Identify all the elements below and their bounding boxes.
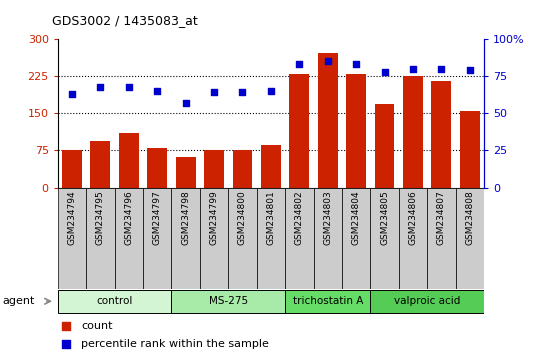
Text: GSM234803: GSM234803	[323, 191, 332, 245]
Text: count: count	[81, 321, 113, 331]
Point	[238, 90, 247, 95]
Bar	[460, 111, 480, 188]
Bar	[119, 133, 139, 188]
Bar	[172, 188, 200, 289]
Point	[380, 69, 389, 74]
Text: control: control	[96, 296, 133, 306]
Text: GSM234796: GSM234796	[124, 191, 133, 245]
Point	[295, 61, 304, 67]
Text: GSM234805: GSM234805	[380, 191, 389, 245]
Point	[266, 88, 275, 94]
Point	[409, 66, 417, 72]
Point	[153, 88, 162, 94]
Bar	[204, 150, 224, 188]
Text: GSM234808: GSM234808	[465, 191, 474, 245]
Bar	[175, 157, 196, 188]
Point	[465, 67, 474, 73]
Text: GSM234794: GSM234794	[68, 191, 76, 245]
Bar	[233, 150, 252, 188]
Bar	[58, 188, 86, 289]
Point	[210, 90, 218, 95]
Point	[68, 91, 76, 97]
Text: GSM234801: GSM234801	[266, 191, 276, 245]
Bar	[58, 290, 172, 313]
Text: GSM234798: GSM234798	[181, 191, 190, 245]
Bar	[257, 188, 285, 289]
Bar	[90, 141, 111, 188]
Bar	[455, 188, 484, 289]
Bar	[143, 188, 172, 289]
Bar	[289, 74, 309, 188]
Point	[62, 341, 70, 347]
Bar	[86, 188, 114, 289]
Bar	[62, 150, 82, 188]
Bar	[427, 188, 455, 289]
Bar	[342, 188, 370, 289]
Text: GSM234800: GSM234800	[238, 191, 247, 245]
Bar	[346, 74, 366, 188]
Bar	[431, 81, 452, 188]
Text: GSM234797: GSM234797	[153, 191, 162, 245]
Text: GSM234804: GSM234804	[351, 191, 361, 245]
Text: valproic acid: valproic acid	[394, 296, 460, 306]
Bar	[318, 53, 338, 188]
Text: MS-275: MS-275	[208, 296, 248, 306]
Bar	[370, 290, 484, 313]
Point	[352, 61, 361, 67]
Text: agent: agent	[3, 296, 35, 306]
Bar	[285, 290, 370, 313]
Bar	[375, 104, 394, 188]
Bar	[261, 145, 281, 188]
Bar	[228, 188, 257, 289]
Bar	[314, 188, 342, 289]
Point	[437, 66, 446, 72]
Point	[96, 84, 104, 89]
Text: GSM234799: GSM234799	[210, 191, 218, 245]
Text: GSM234807: GSM234807	[437, 191, 446, 245]
Text: percentile rank within the sample: percentile rank within the sample	[81, 339, 269, 349]
Point	[62, 323, 70, 329]
Text: trichostatin A: trichostatin A	[293, 296, 363, 306]
Text: GDS3002 / 1435083_at: GDS3002 / 1435083_at	[52, 14, 198, 27]
Bar	[370, 188, 399, 289]
Bar	[147, 148, 167, 188]
Point	[182, 100, 190, 106]
Text: GSM234806: GSM234806	[409, 191, 417, 245]
Bar	[403, 76, 423, 188]
Point	[124, 84, 133, 89]
Bar	[200, 188, 228, 289]
Text: GSM234802: GSM234802	[295, 191, 304, 245]
Bar	[172, 290, 285, 313]
Bar	[399, 188, 427, 289]
Text: GSM234795: GSM234795	[96, 191, 105, 245]
Bar	[114, 188, 143, 289]
Bar	[285, 188, 314, 289]
Point	[323, 58, 332, 64]
